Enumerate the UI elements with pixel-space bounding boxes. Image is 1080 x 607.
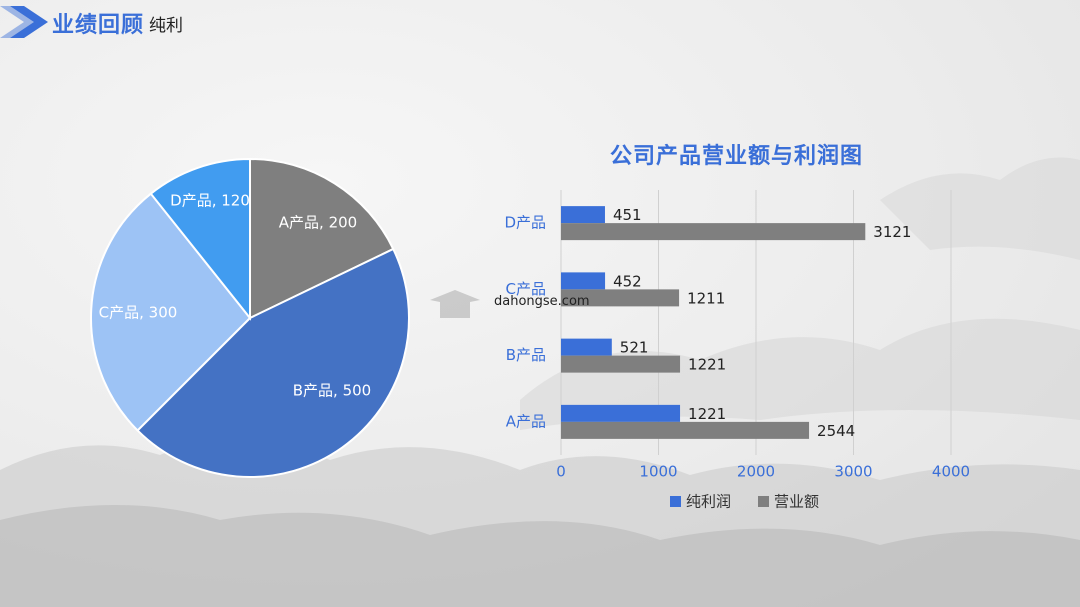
- y-category-label: A产品: [506, 412, 546, 430]
- pie-slice-C产品: [90, 192, 252, 432]
- x-tick-label: 3000: [834, 463, 872, 481]
- bar-revenue-A产品: [561, 421, 810, 439]
- page-title: 业绩回顾: [52, 13, 145, 38]
- pie-label-A产品: A产品, 200: [279, 214, 357, 232]
- bar-revenue-D产品: [561, 223, 866, 241]
- x-tick-label: 4000: [932, 463, 970, 481]
- pie-label-B产品: B产品, 500: [293, 382, 371, 400]
- legend-swatch: [670, 496, 681, 507]
- pie-slice-B产品: [136, 247, 410, 478]
- x-tick-label: 2000: [737, 463, 775, 481]
- bar-value-label: 452: [613, 272, 642, 290]
- bar-value-label: 521: [620, 339, 649, 357]
- page-subtitle: 纯利: [149, 16, 183, 36]
- bar-revenue-B产品: [561, 355, 681, 373]
- legend-label: 纯利润: [686, 493, 731, 511]
- legend-swatch: [758, 496, 769, 507]
- legend-label: 营业额: [774, 493, 819, 511]
- x-tick-label: 1000: [639, 463, 677, 481]
- header: 业绩回顾 纯利: [0, 0, 320, 44]
- pie-label-C产品: C产品, 300: [99, 304, 178, 322]
- bar-value-label: 3121: [873, 223, 911, 241]
- bar-value-label: 2544: [817, 422, 855, 440]
- bar-profit-D产品: [561, 206, 605, 224]
- y-category-label: C产品: [506, 280, 546, 298]
- bar-value-label: 1221: [688, 405, 726, 423]
- bar-value-label: 1211: [687, 289, 725, 307]
- bar-profit-C产品: [561, 272, 606, 290]
- bar-profit-A产品: [561, 404, 681, 422]
- pie-slice-A产品: [249, 157, 395, 320]
- bar-profit-B产品: [561, 338, 612, 356]
- y-category-label: B产品: [506, 346, 546, 364]
- bar-value-label: 1221: [688, 356, 726, 374]
- y-category-label: D产品: [504, 214, 546, 232]
- x-tick-label: 0: [556, 463, 566, 481]
- pie-slice-D产品: [149, 157, 251, 321]
- bar-value-label: 451: [613, 206, 642, 224]
- bar-revenue-C产品: [561, 289, 680, 307]
- chevron-right-icon: [0, 6, 48, 38]
- pie-label-D产品: D产品, 120: [170, 192, 250, 210]
- bar-chart-title: 公司产品营业额与利润图: [610, 144, 864, 169]
- watermark-text: dahongse.com: [494, 294, 590, 309]
